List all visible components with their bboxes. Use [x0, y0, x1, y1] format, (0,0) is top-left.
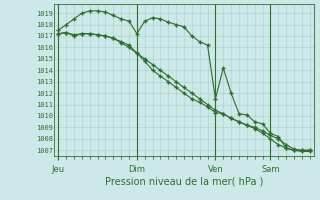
- X-axis label: Pression niveau de la mer( hPa ): Pression niveau de la mer( hPa ): [105, 177, 263, 187]
